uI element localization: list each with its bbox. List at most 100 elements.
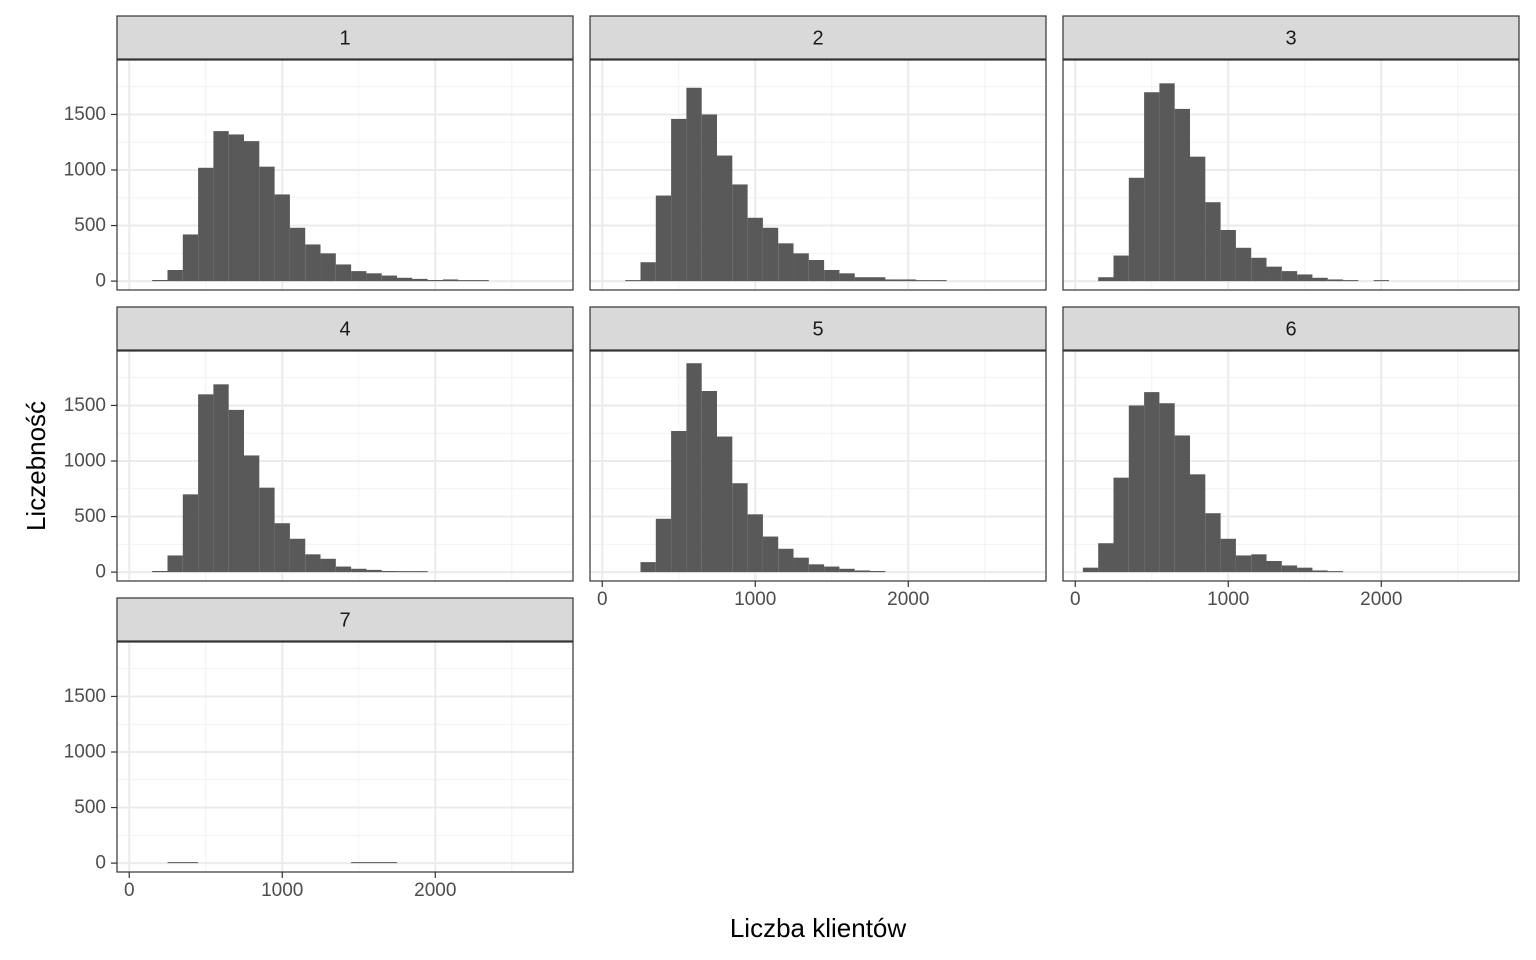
histogram-bar [1312, 570, 1328, 573]
histogram-bar [289, 227, 306, 282]
histogram-bar [1235, 247, 1252, 282]
histogram-bar [397, 571, 413, 573]
histogram-bar [1205, 513, 1221, 573]
histogram-bar [686, 87, 702, 282]
y-tick-label: 500 [74, 797, 106, 818]
histogram-bar [1128, 405, 1145, 573]
histogram-bar [305, 244, 321, 282]
histogram-bar [167, 270, 183, 282]
histogram-bar [870, 277, 886, 282]
histogram-bar [701, 391, 718, 573]
histogram-bar [1159, 403, 1175, 573]
histogram-bar [824, 270, 840, 282]
histogram-bar [1113, 477, 1129, 573]
histogram-bar [213, 384, 229, 573]
histogram-bar [1098, 277, 1114, 282]
facet-panel-6: 6 0 1000 2000 [1062, 306, 1520, 610]
histogram-bar [412, 278, 428, 282]
panel-border [589, 59, 1047, 291]
histogram-bar [412, 571, 428, 573]
histogram-bar [762, 227, 779, 282]
histogram-bar [167, 862, 183, 864]
histogram-bar [808, 564, 825, 573]
histogram-bar [747, 514, 763, 573]
histogram-bar [1098, 543, 1114, 573]
histogram-bar [1205, 202, 1221, 282]
histogram-bar [854, 570, 871, 573]
facet-panel-5: 5 0 1000 2000 [589, 306, 1047, 610]
histogram-bar [1220, 230, 1236, 282]
x-tick-label: 2000 [414, 880, 456, 901]
histogram-bar [1113, 255, 1129, 282]
histogram-bar [655, 195, 672, 282]
histogram-bar [915, 280, 932, 282]
x-tick-label: 1000 [734, 589, 776, 610]
histogram-bar [839, 273, 855, 282]
x-tick-label: 0 [597, 589, 608, 610]
histogram-bar [717, 436, 733, 573]
histogram-bar [351, 271, 367, 282]
histogram-bar [1082, 567, 1099, 573]
histogram-bar [366, 569, 382, 573]
panel-border [116, 59, 574, 291]
y-tick-label: 0 [95, 853, 106, 874]
histogram-bar [640, 262, 656, 282]
histogram-bar [1144, 392, 1160, 573]
histogram-bar [289, 538, 306, 573]
facet-panel-2: 2 [589, 15, 1047, 291]
histogram-bar [397, 277, 413, 282]
histogram-bar [1235, 555, 1252, 573]
histogram-bar [351, 862, 367, 864]
histogram-bar [870, 571, 886, 573]
x-tick-label: 0 [124, 880, 135, 901]
histogram-bar [1281, 271, 1298, 282]
histogram-bar [931, 280, 947, 282]
histogram-bar [167, 555, 183, 573]
histogram-bar [808, 260, 825, 282]
histogram-bar [1297, 274, 1313, 282]
facet-panel-3: 3 [1062, 15, 1520, 291]
histogram-bar [625, 280, 641, 282]
histogram-bar [366, 273, 382, 282]
facet-strip-label: 5 [812, 319, 823, 341]
histogram-bar [228, 134, 245, 282]
facet-strip [1062, 306, 1520, 351]
histogram-bar [152, 280, 168, 282]
histogram-bar [655, 518, 672, 573]
facet-panel-4: 4 0 500 1000 1500 [64, 306, 574, 583]
histogram-bar [381, 275, 398, 282]
x-tick-label: 2000 [1360, 589, 1402, 610]
histogram-bar [320, 558, 336, 573]
y-tick-label: 1000 [64, 742, 106, 763]
facet-strip [116, 306, 574, 351]
y-tick-label: 500 [74, 506, 106, 527]
panel-border [116, 641, 574, 873]
facet-strip [1062, 15, 1520, 60]
histogram-bar [1159, 83, 1175, 282]
facet-strip-label: 3 [1285, 28, 1296, 50]
facet-strip [589, 306, 1047, 351]
histogram-bar [900, 279, 916, 282]
histogram-bar [778, 243, 794, 282]
histogram-bar [274, 523, 290, 573]
histogram-bar [305, 554, 321, 573]
facet-strip [589, 15, 1047, 60]
histogram-bar [182, 862, 199, 864]
facet-panel-1: 1 0 500 1000 1500 [64, 15, 574, 292]
x-tick-label: 1000 [1207, 589, 1249, 610]
x-tick-label: 1000 [261, 880, 303, 901]
histogram-bar [1190, 474, 1206, 573]
histogram-bar [778, 548, 794, 573]
y-tick-label: 500 [74, 215, 106, 236]
histogram-bar [701, 114, 718, 282]
x-axis-title: Liczba klientów [730, 913, 907, 943]
histogram-bar [824, 566, 840, 573]
x-tick-label: 0 [1070, 589, 1081, 610]
histogram-bar [198, 167, 214, 282]
histogram-bar [762, 536, 779, 573]
histogram-bar [1327, 279, 1344, 282]
histogram-bar [671, 118, 687, 282]
y-tick-label: 1000 [64, 160, 106, 181]
facet-strip-label: 2 [812, 28, 823, 50]
